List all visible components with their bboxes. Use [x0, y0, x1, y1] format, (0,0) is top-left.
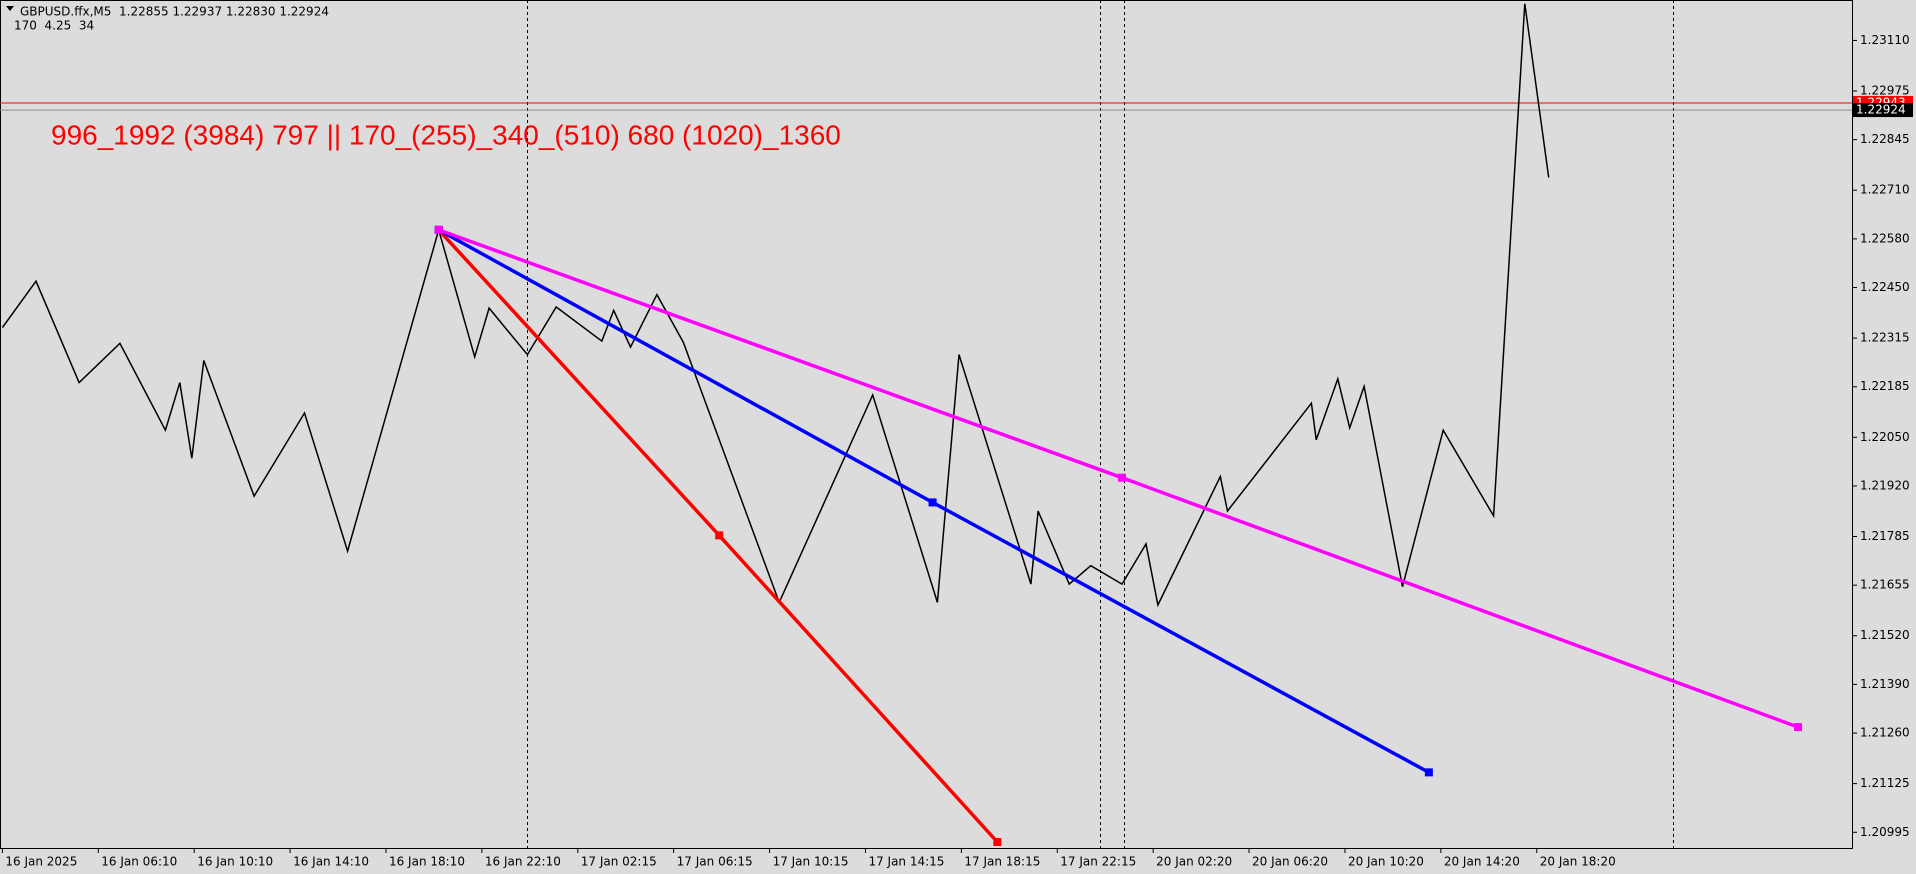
y-tick-label: 1.21655: [1860, 578, 1910, 592]
x-tick-label: 20 Jan 06:20: [1252, 855, 1328, 869]
trend-point: [928, 498, 937, 507]
x-tick-label: 16 Jan 18:10: [389, 855, 465, 869]
trend-point: [1794, 723, 1803, 732]
y-tick-label: 1.22050: [1860, 430, 1910, 444]
y-tick-label: 1.22450: [1860, 280, 1910, 294]
x-tick-label: 17 Jan 02:15: [581, 855, 657, 869]
y-tick-label: 1.22710: [1860, 183, 1910, 197]
y-tick-label: 1.21390: [1860, 677, 1910, 691]
y-tick-label: 1.22845: [1860, 132, 1910, 146]
y-tick-label: 1.21920: [1860, 478, 1910, 492]
y-tick-label: 1.22315: [1860, 331, 1910, 345]
info-line: GBPUSD.ffx,M5 1.22855 1.22937 1.22830 1.…: [20, 5, 329, 19]
zigzag-line: [1, 3, 1550, 608]
trend-point: [993, 838, 1002, 847]
plot-frame: [0, 0, 1853, 849]
x-tick-label: 20 Jan 02:20: [1156, 855, 1232, 869]
y-tick-label: 1.20995: [1860, 825, 1910, 839]
trend-point: [715, 531, 724, 540]
x-tick-label: 16 Jan 2025: [5, 855, 77, 869]
x-tick-label: 17 Jan 14:15: [868, 855, 944, 869]
y-tick-label: 1.22580: [1860, 231, 1910, 245]
x-tick-label: 16 Jan 06:10: [101, 855, 177, 869]
y-tick-label: 1.23110: [1860, 33, 1910, 47]
y-tick-label: 1.21260: [1860, 726, 1910, 740]
trend-point: [1424, 768, 1433, 777]
menu-triangle: [6, 6, 14, 11]
x-tick-label: 20 Jan 18:20: [1540, 855, 1616, 869]
price-label: 1.22924: [1856, 103, 1906, 117]
price-label-box: [1853, 103, 1913, 118]
x-tick-label: 16 Jan 10:10: [197, 855, 273, 869]
y-tick-label: 1.21125: [1860, 776, 1910, 790]
x-tick-label: 17 Jan 22:15: [1060, 855, 1136, 869]
indicator-line: 170 4.25 34: [14, 19, 94, 33]
x-tick-label: 17 Jan 10:15: [773, 855, 849, 869]
y-tick-label: 1.22185: [1860, 379, 1910, 393]
y-tick-label: 1.21785: [1860, 529, 1910, 543]
x-tick-label: 20 Jan 14:20: [1444, 855, 1520, 869]
y-tick-label: 1.21520: [1860, 628, 1910, 642]
x-tick-label: 17 Jan 18:15: [964, 855, 1040, 869]
x-tick-label: 20 Jan 10:20: [1348, 855, 1424, 869]
x-tick-label: 17 Jan 06:15: [677, 855, 753, 869]
trend-point: [1117, 473, 1126, 482]
annotation: 996_1992 (3984) 797 || 170_(255)_340_(51…: [51, 119, 841, 150]
y-tick-label: 1.22975: [1860, 83, 1910, 97]
trend-point: [434, 225, 443, 234]
x-tick-label: 16 Jan 22:10: [485, 855, 561, 869]
x-tick-label: 16 Jan 14:10: [293, 855, 369, 869]
